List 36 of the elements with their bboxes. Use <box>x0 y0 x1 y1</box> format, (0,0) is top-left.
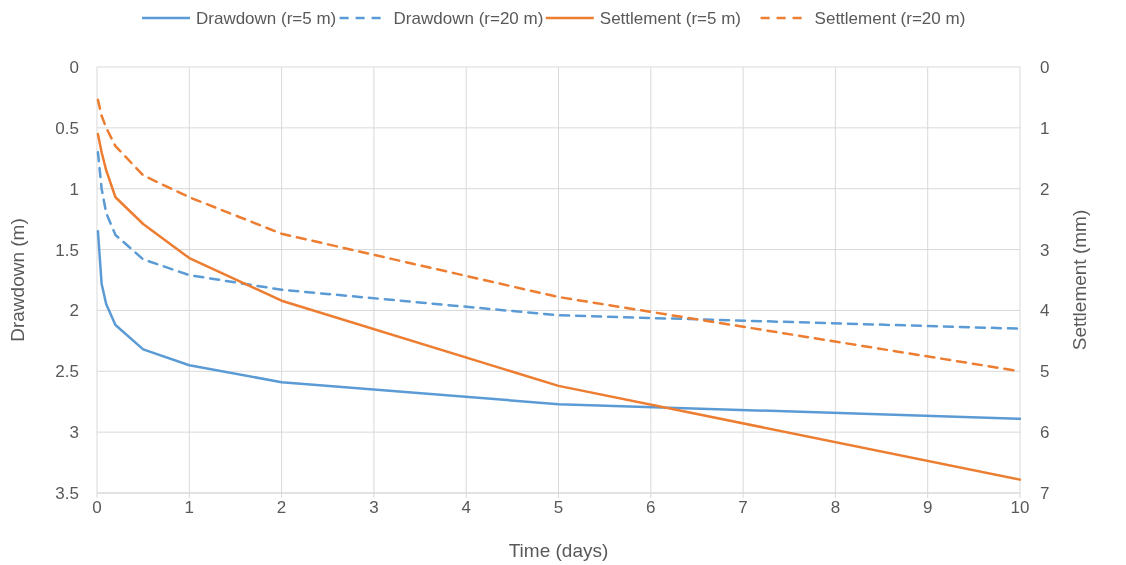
line-series <box>96 132 1022 481</box>
x-tick-label: 9 <box>922 498 933 517</box>
y-tick-label: 1 <box>69 179 79 199</box>
legend-label: Settlement (r=20 m) <box>814 8 966 28</box>
x-tick-label: 5 <box>553 498 564 517</box>
x-tick-label: 0 <box>92 498 102 517</box>
y-tick-label: 0 <box>69 57 79 77</box>
x-tick-label: 3 <box>369 498 379 517</box>
y-tick-label: 1.5 <box>55 240 79 260</box>
y2-tick-label: 2 <box>1040 179 1050 199</box>
x-axis-title: Time (days) <box>508 540 609 561</box>
y2-tick-label: 1 <box>1040 118 1050 138</box>
legend-label: Settlement (r=5 m) <box>599 8 742 28</box>
y-tick-label: 2.5 <box>55 362 79 382</box>
x-tick-label: 2 <box>276 498 287 517</box>
y2-tick-label: 4 <box>1040 301 1050 321</box>
line-series <box>96 230 1022 420</box>
x-tick-label: 7 <box>738 498 748 517</box>
y-tick-label: 3.5 <box>55 483 79 503</box>
x-tick-label: 4 <box>461 498 471 517</box>
y-tick-label: 0.5 <box>55 118 79 138</box>
legend-label: Drawdown (r=20 m) <box>393 8 544 28</box>
x-tick-label: 6 <box>646 498 656 517</box>
y2-tick-label: 7 <box>1040 483 1050 503</box>
y2-tick-label: 5 <box>1040 362 1050 382</box>
y2-tick-label: 6 <box>1040 423 1050 443</box>
x-tick-label: 8 <box>830 498 841 517</box>
x-tick-label: 10 <box>1010 498 1030 517</box>
y-tick-label: 2 <box>69 301 79 321</box>
y-tick-label: 3 <box>69 423 79 443</box>
y-axis-title: Drawdown (m) <box>7 218 28 342</box>
y2-tick-label: 0 <box>1040 57 1050 77</box>
legend-label: Drawdown (r=5 m) <box>196 8 337 28</box>
x-tick-label: 1 <box>184 498 195 517</box>
y2-axis-title: Settlement (mm) <box>1069 209 1090 351</box>
y2-tick-label: 3 <box>1040 240 1050 260</box>
